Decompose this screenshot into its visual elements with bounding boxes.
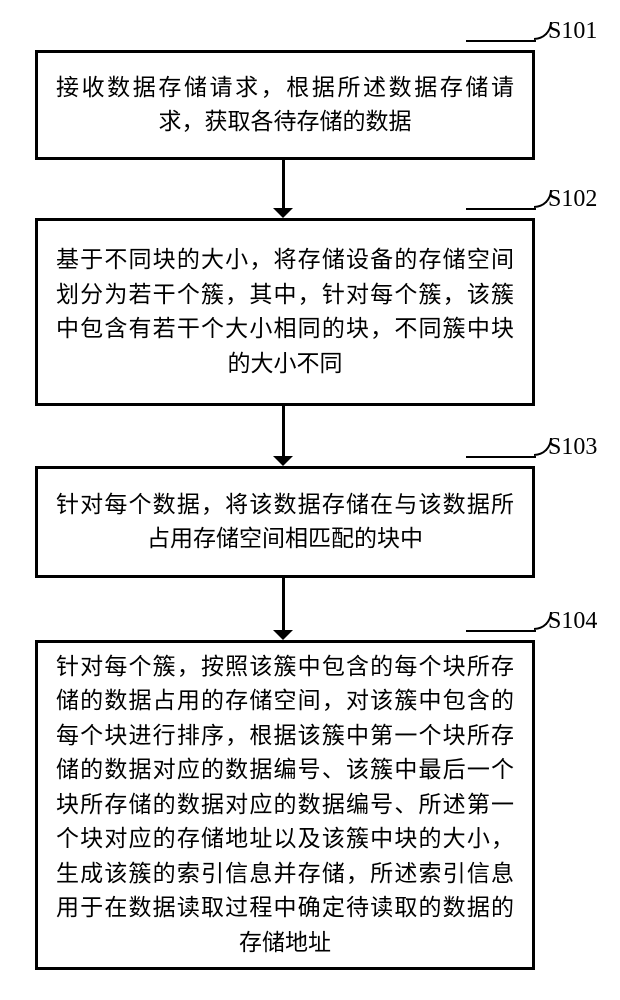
leader-line-s103	[466, 456, 536, 458]
flow-node-s101-text: 接收数据存储请求，根据所述数据存储请求，获取各待存储的数据	[56, 71, 514, 140]
leader-line-s102	[466, 208, 536, 210]
arrowhead-s101-s102	[273, 208, 293, 218]
leader-line-s101	[466, 40, 536, 42]
step-label-s102: S102	[548, 186, 597, 213]
flow-node-s101: 接收数据存储请求，根据所述数据存储请求，获取各待存储的数据	[35, 50, 535, 160]
flow-node-s103-text: 针对每个数据，将该数据存储在与该数据所占用存储空间相匹配的块中	[56, 488, 514, 557]
edge-s102-s103	[282, 406, 285, 456]
flow-node-s102-text: 基于不同块的大小，将存储设备的存储空间划分为若干个簇，其中，针对每个簇，该簇中包…	[56, 243, 514, 381]
arrowhead-s103-s104	[273, 630, 293, 640]
step-label-s104: S104	[548, 608, 597, 635]
flow-node-s104-text: 针对每个簇，按照该簇中包含的每个块所存储的数据占用的存储空间，对该簇中包含的每个…	[56, 650, 514, 961]
flow-node-s102: 基于不同块的大小，将存储设备的存储空间划分为若干个簇，其中，针对每个簇，该簇中包…	[35, 218, 535, 406]
edge-s101-s102	[282, 160, 285, 208]
arrowhead-s102-s103	[273, 456, 293, 466]
edge-s103-s104	[282, 578, 285, 630]
leader-line-s104	[466, 630, 536, 632]
step-label-s101: S101	[548, 18, 597, 45]
flow-node-s103: 针对每个数据，将该数据存储在与该数据所占用存储空间相匹配的块中	[35, 466, 535, 578]
step-label-s103: S103	[548, 434, 597, 461]
flow-node-s104: 针对每个簇，按照该簇中包含的每个块所存储的数据占用的存储空间，对该簇中包含的每个…	[35, 640, 535, 970]
